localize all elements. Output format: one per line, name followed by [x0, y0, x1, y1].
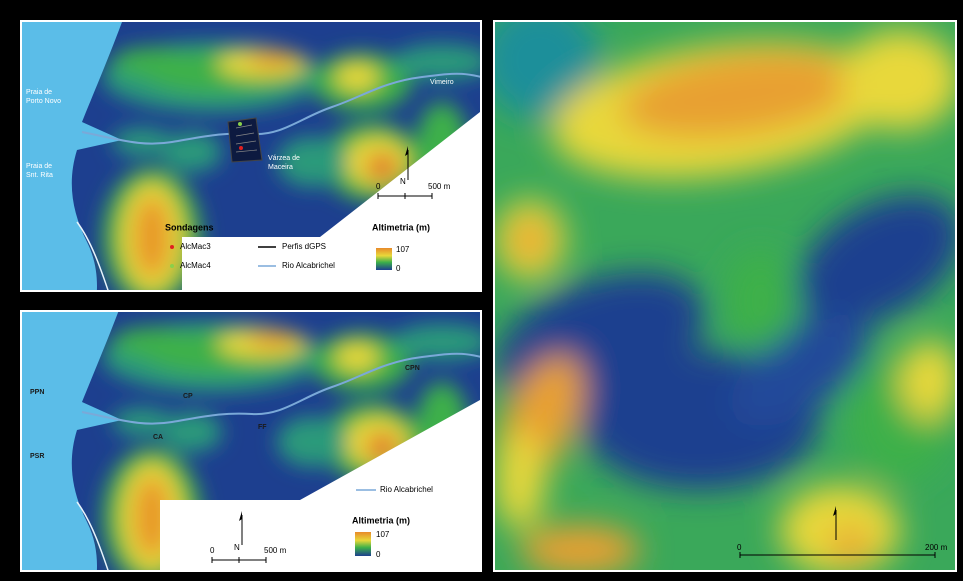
place-label: PPN: [30, 389, 44, 396]
elevation-min: 0: [396, 264, 401, 273]
scale-end: 200 m: [925, 543, 948, 552]
place-label: Porto Novo: [26, 98, 61, 105]
top-map: [22, 22, 502, 322]
place-label: PSR: [30, 453, 44, 460]
place-label: Maceira: [268, 164, 293, 171]
legend-item: AlcMac3: [180, 242, 211, 251]
scale-start: 0: [210, 546, 215, 555]
north-label: N: [400, 177, 406, 186]
bottom-map: [22, 302, 502, 581]
place-label: Várzea de: [268, 155, 300, 162]
legend-item: Rio Alcabrichel: [380, 485, 433, 494]
elevation-title: Altimetria (m): [352, 515, 410, 525]
place-label: Praia de: [26, 89, 52, 96]
legend-item: Perfis dGPS: [282, 242, 326, 251]
scale-end: 500 m: [428, 182, 451, 191]
elevation-max: 107: [396, 245, 410, 254]
detail-map: [476, 0, 963, 575]
legend-marker: [170, 245, 174, 249]
elevation-ramp: [376, 248, 392, 270]
place-label: CP: [183, 393, 193, 400]
figure: Praia de Porto Novo Praia de Snt. Rita V…: [0, 0, 963, 581]
north-label: N: [234, 543, 240, 552]
place-label: Snt. Rita: [26, 172, 53, 179]
place-label: Vimeiro: [430, 79, 454, 86]
elevation-ramp: [355, 532, 371, 556]
scale-start: 0: [737, 543, 742, 552]
place-label: CPN: [405, 365, 420, 372]
place-label: Praia de: [26, 163, 52, 170]
legend-title: Sondagens: [165, 222, 214, 232]
elevation-max: 107: [376, 530, 390, 539]
elevation-title: Altimetria (m): [372, 222, 430, 232]
elevation-min: 0: [376, 550, 381, 559]
legend-item: Rio Alcabrichel: [282, 261, 335, 270]
place-label: CA: [153, 434, 163, 441]
place-label: FF: [258, 424, 267, 431]
legend-item: AlcMac4: [180, 261, 211, 270]
legend-marker: [170, 264, 174, 268]
scale-start: 0: [376, 182, 381, 191]
scale-end: 500 m: [264, 546, 287, 555]
